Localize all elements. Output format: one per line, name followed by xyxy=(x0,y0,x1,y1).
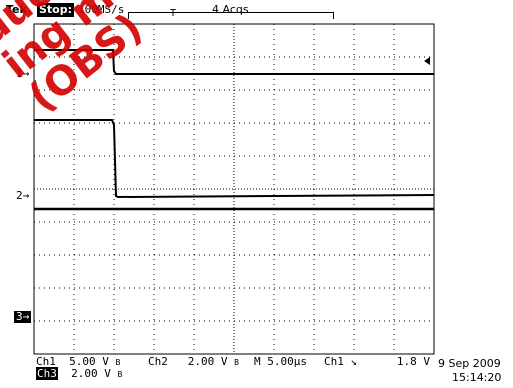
ch3-scale-readout: Ch3 2.00 V B xyxy=(36,367,123,380)
trigger-position-marker: T xyxy=(170,8,177,19)
trigger-readout: Ch1 ↘ 1.8 V xyxy=(324,355,430,368)
timebase-readout: M 5.00µs xyxy=(254,355,307,368)
trigger-level-arrow xyxy=(424,57,430,65)
sample-rate: 100MS/s xyxy=(78,3,125,16)
capture-date: 9 Sep 2009 xyxy=(438,357,501,370)
ch2-scale-readout: Ch2 2.00 V B xyxy=(148,355,239,368)
acquisition-state-badge: Stop: xyxy=(37,3,75,17)
channel-1-trace xyxy=(34,49,434,75)
channel-2-marker: 2→ xyxy=(16,189,30,202)
channel-1-marker: 1→ xyxy=(16,67,30,80)
brand-label: Tek xyxy=(6,3,27,16)
capture-time: 15:14:20 xyxy=(452,371,502,384)
channel-2-trace xyxy=(34,119,435,199)
ch1-scale-readout: Ch1 5.00 V B xyxy=(36,355,121,368)
graticule-center-axes xyxy=(34,24,434,354)
channel-3-marker: 3→ xyxy=(14,310,32,323)
record-window-bracket xyxy=(128,12,334,19)
